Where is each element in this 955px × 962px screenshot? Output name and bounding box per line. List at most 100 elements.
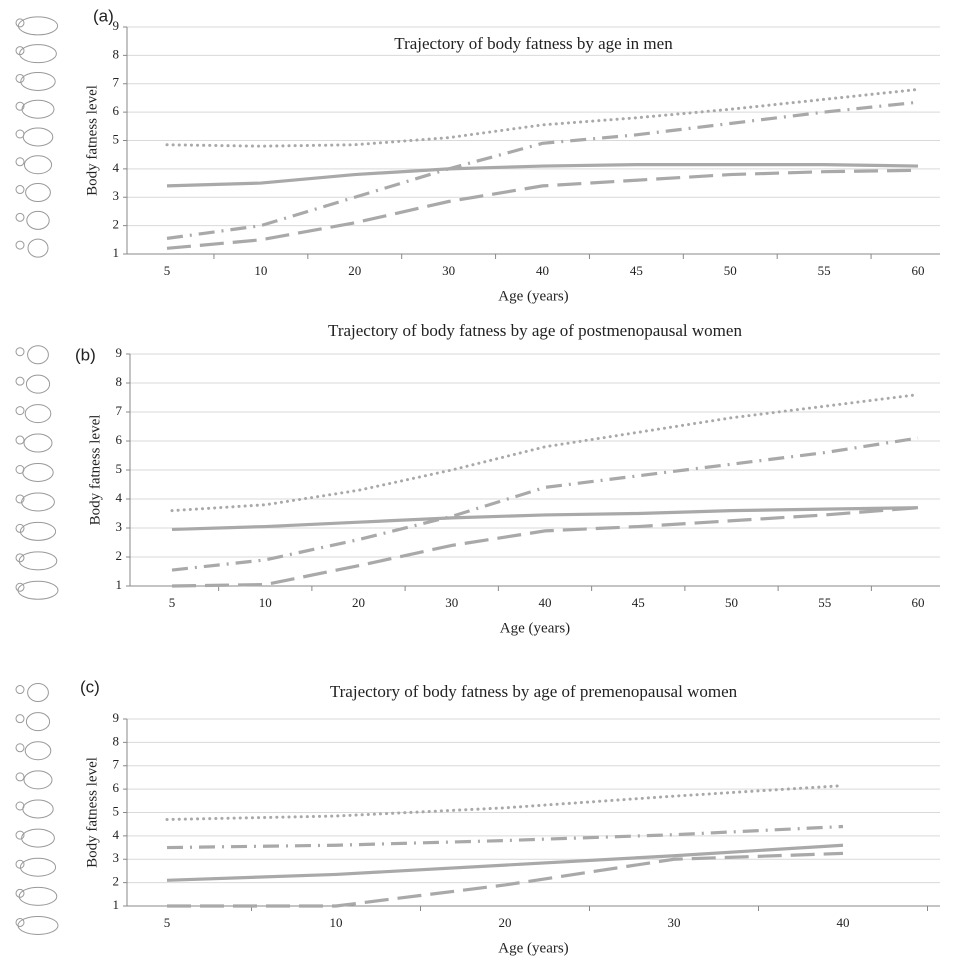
y-tick-label: 8 <box>113 733 120 748</box>
series-line <box>167 165 918 186</box>
x-tick-label: 45 <box>632 595 645 610</box>
y-tick-label: 2 <box>113 874 120 889</box>
silhouette-head <box>16 74 24 82</box>
y-tick-label: 6 <box>113 103 120 118</box>
silhouette-icon <box>24 156 51 174</box>
silhouette-icon <box>23 464 53 482</box>
x-tick-label: 30 <box>668 915 681 930</box>
y-tick-label: 6 <box>116 432 123 447</box>
x-tick-label: 55 <box>818 595 831 610</box>
x-tick-label: 5 <box>169 595 176 610</box>
silhouette-icon <box>25 405 51 423</box>
panel-label: (c) <box>80 677 100 696</box>
silhouette-icon <box>26 184 51 202</box>
x-tick-label: 5 <box>164 263 171 278</box>
x-tick-label: 40 <box>837 915 850 930</box>
series-line <box>167 89 918 146</box>
y-tick-label: 3 <box>116 519 123 534</box>
silhouette-icon <box>28 684 49 702</box>
silhouette-icon <box>21 72 55 90</box>
series-line <box>172 508 918 586</box>
silhouette-icon <box>22 493 55 511</box>
chart-panel: (c)Trajectory of body fatness by age of … <box>16 677 940 956</box>
x-tick-label: 50 <box>725 595 738 610</box>
series-line <box>167 827 843 848</box>
y-tick-label: 5 <box>113 803 120 818</box>
silhouette-icon <box>19 552 57 570</box>
silhouette-head <box>16 213 24 221</box>
chart-title: Trajectory of body fatness by age in men <box>394 34 673 53</box>
y-tick-label: 5 <box>113 131 120 146</box>
x-tick-label: 60 <box>912 263 925 278</box>
silhouette-icon <box>27 211 49 229</box>
silhouette-head <box>16 744 24 752</box>
panel-label: (a) <box>93 6 114 25</box>
y-tick-label: 9 <box>113 18 120 33</box>
x-tick-label: 20 <box>348 263 361 278</box>
silhouette-icon <box>23 800 53 818</box>
silhouette-icon <box>20 522 55 540</box>
y-tick-label: 1 <box>116 577 123 592</box>
panel-label: (b) <box>75 345 96 364</box>
y-tick-label: 2 <box>116 548 123 563</box>
y-axis-title: Body fatness level <box>84 757 100 868</box>
x-tick-label: 40 <box>539 595 552 610</box>
silhouette-icon <box>18 916 58 934</box>
x-tick-label: 50 <box>724 263 737 278</box>
x-tick-label: 20 <box>352 595 365 610</box>
y-tick-label: 3 <box>113 850 120 865</box>
silhouette-icon <box>22 829 55 847</box>
silhouette-head <box>16 158 24 166</box>
x-tick-label: 5 <box>164 915 171 930</box>
y-tick-label: 7 <box>113 75 120 90</box>
silhouette-head <box>16 802 24 810</box>
x-tick-label: 10 <box>259 595 272 610</box>
series-line <box>172 508 918 530</box>
y-axis-title: Body fatness level <box>84 85 100 196</box>
x-tick-label: 30 <box>445 595 458 610</box>
series-line <box>167 786 843 820</box>
silhouette-head <box>16 466 24 474</box>
silhouette-icon <box>28 346 49 364</box>
silhouette-icon <box>25 742 51 760</box>
x-tick-label: 10 <box>330 915 343 930</box>
y-tick-label: 2 <box>113 217 120 232</box>
y-tick-label: 6 <box>113 780 120 795</box>
silhouette-head <box>16 407 24 415</box>
series-line <box>167 102 918 238</box>
x-tick-label: 45 <box>630 263 643 278</box>
chart-panel: (a) Trajectory of body fatness by age in … <box>16 6 940 304</box>
x-tick-label: 20 <box>499 915 512 930</box>
series-line <box>167 845 843 880</box>
silhouette-icon <box>18 17 57 35</box>
x-axis-title: Age (years) <box>500 620 570 636</box>
silhouette-icon <box>24 771 52 789</box>
x-tick-label: 55 <box>818 263 831 278</box>
y-tick-label: 8 <box>113 46 120 61</box>
silhouette-head <box>16 686 24 694</box>
silhouette-icon <box>26 713 49 731</box>
silhouette-icon <box>22 100 54 118</box>
y-tick-label: 4 <box>116 490 123 505</box>
x-tick-label: 30 <box>442 263 455 278</box>
silhouette-icon <box>24 434 52 452</box>
silhouette-icon <box>19 887 57 905</box>
silhouette-head <box>16 377 24 385</box>
y-tick-label: 1 <box>113 897 120 912</box>
y-tick-label: 8 <box>116 374 123 389</box>
series-line <box>172 438 918 570</box>
silhouette-head <box>16 436 24 444</box>
silhouette-icon <box>18 581 58 599</box>
x-axis-title: Age (years) <box>498 288 568 304</box>
x-tick-label: 10 <box>254 263 267 278</box>
y-tick-label: 4 <box>113 827 120 842</box>
silhouette-head <box>16 918 24 926</box>
silhouette-head <box>16 130 24 138</box>
chart-title: Trajectory of body fatness by age of pos… <box>328 321 742 340</box>
silhouette-icon <box>23 128 53 146</box>
y-axis-title: Body fatness level <box>87 415 103 526</box>
y-tick-label: 5 <box>116 461 123 476</box>
silhouette-head <box>16 348 24 356</box>
silhouette-icon <box>28 239 48 257</box>
y-tick-label: 1 <box>113 245 120 260</box>
